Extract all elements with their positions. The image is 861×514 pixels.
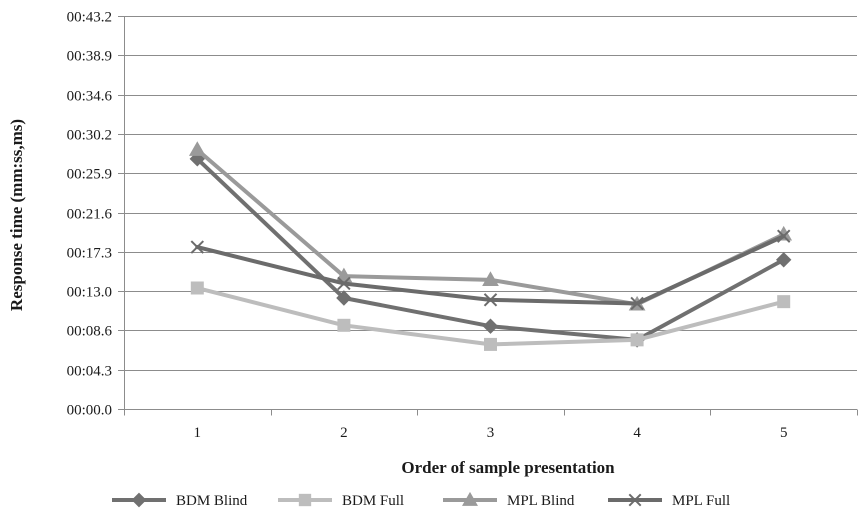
marker-stroke (630, 296, 644, 311)
x-tick-label: 5 (780, 425, 788, 441)
y-axis-title: Response time (mm:ss,ms) (7, 119, 26, 311)
series-line (195, 156, 786, 342)
legend: BDM Blind BDM Full MPL Blind MPL Full (112, 491, 730, 509)
data-point (188, 141, 206, 156)
data-point (336, 290, 352, 306)
series-mpl-full (190, 229, 791, 311)
series-line (195, 234, 786, 306)
legend-label: MPL Full (672, 493, 730, 509)
marker-stroke (483, 293, 498, 307)
legend-item: BDM Full (278, 493, 404, 509)
marker-stroke (776, 229, 791, 243)
y-tick-label: 00:04.3 (67, 364, 112, 380)
marker-stroke (628, 493, 642, 507)
data-point (483, 293, 498, 307)
data-point (482, 271, 499, 286)
legend-label: MPL Blind (507, 493, 575, 509)
data-point (484, 337, 497, 351)
legend-label: BDM Blind (176, 493, 248, 509)
x-tick-label: 3 (487, 425, 495, 441)
series-bdm-blind (189, 151, 792, 348)
y-tick-label: 00:21.6 (67, 207, 113, 223)
legend-label: BDM Full (342, 493, 404, 509)
legend-marker (298, 493, 312, 507)
y-tick-label: 00:13.0 (67, 285, 112, 301)
marker-stroke (337, 276, 351, 291)
legend-item: BDM Blind (112, 492, 248, 509)
axes (118, 16, 858, 416)
x-axis-tick-labels: 1 2 3 4 5 (194, 425, 788, 441)
data-point (776, 229, 791, 243)
grid-lines (124, 16, 857, 371)
data-point (630, 333, 644, 347)
series-line (195, 286, 786, 347)
y-tick-label: 00:38.9 (67, 49, 112, 65)
legend-marker (628, 493, 642, 507)
y-tick-label: 00:30.2 (67, 128, 112, 144)
x-tick-label: 4 (633, 425, 641, 441)
series-bdm-full (190, 281, 791, 351)
x-axis-title: Order of sample presentation (401, 458, 615, 477)
data-point (337, 318, 351, 332)
y-tick-label: 00:25.9 (67, 167, 112, 183)
y-tick-label: 00:08.6 (67, 324, 113, 340)
data-point (190, 240, 205, 254)
x-tick-label: 2 (340, 425, 348, 441)
data-point (630, 296, 644, 311)
data-point (190, 281, 204, 295)
y-tick-label: 00:34.6 (67, 89, 113, 105)
x-tick-label: 1 (194, 425, 202, 441)
legend-marker (462, 491, 478, 506)
y-tick-label: 00:17.3 (67, 246, 112, 262)
legend-item: MPL Full (608, 493, 730, 509)
legend-marker (131, 492, 147, 508)
data-point (775, 252, 792, 268)
data-series (188, 141, 793, 351)
series-mpl-blind (188, 141, 793, 311)
marker-stroke (190, 240, 205, 254)
y-axis-tick-labels: 00:00.0 00:04.3 00:08.6 00:13.0 00:17.3 00:21… (67, 10, 113, 419)
y-tick-label: 00:00.0 (67, 403, 112, 419)
data-point (337, 276, 351, 291)
data-point (777, 295, 791, 309)
y-tick-label: 00:43.2 (67, 10, 112, 26)
data-point (482, 318, 499, 334)
legend-item: MPL Blind (443, 491, 575, 509)
